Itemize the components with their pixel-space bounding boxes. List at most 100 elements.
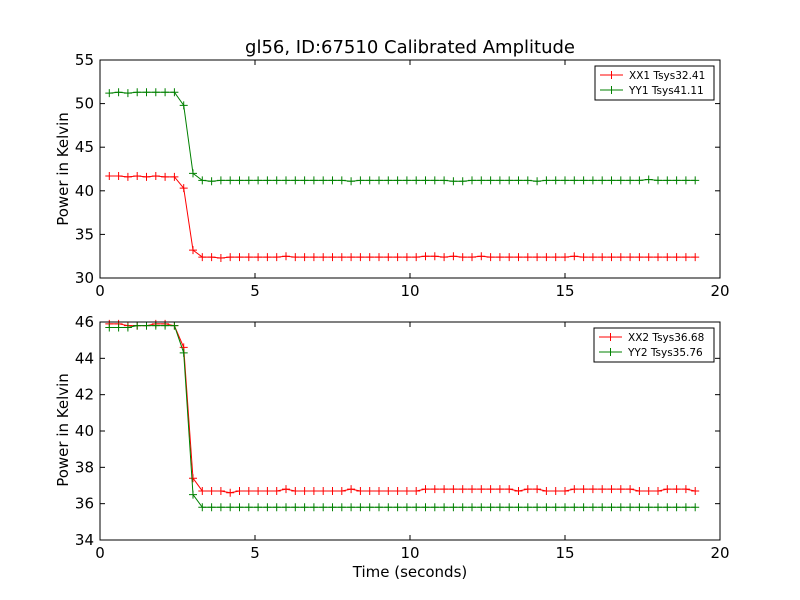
series-line-yy1	[109, 91, 696, 182]
data-point-marker	[449, 177, 458, 186]
data-point-marker	[216, 176, 225, 185]
data-point-marker	[598, 253, 607, 262]
data-point-marker	[505, 176, 514, 185]
data-point-marker	[430, 503, 439, 512]
data-point-marker	[663, 485, 672, 494]
data-point-marker	[663, 503, 672, 512]
data-point-marker	[393, 503, 402, 512]
data-point-marker	[375, 503, 383, 512]
data-point-marker	[495, 176, 504, 185]
data-point-marker	[607, 503, 616, 512]
data-point-marker	[365, 253, 374, 262]
y-tick-label: 55	[75, 51, 94, 69]
data-point-marker	[486, 503, 495, 512]
data-point-marker	[226, 488, 235, 497]
data-point-marker	[635, 503, 644, 512]
data-point-marker	[161, 172, 170, 181]
data-point-marker	[151, 88, 160, 97]
data-point-marker	[319, 176, 328, 185]
data-point-marker	[328, 503, 337, 512]
data-point-marker	[244, 503, 253, 512]
data-point-marker	[328, 486, 337, 495]
data-point-marker	[216, 486, 225, 495]
data-point-marker	[105, 89, 114, 98]
data-point-marker	[644, 175, 653, 184]
data-point-marker	[412, 176, 421, 185]
data-point-marker	[272, 486, 281, 495]
data-point-marker	[356, 176, 365, 185]
data-point-marker	[458, 253, 467, 262]
data-point-marker	[505, 253, 514, 262]
data-point-marker	[337, 503, 346, 512]
data-point-marker	[626, 253, 635, 262]
data-point-marker	[384, 253, 393, 262]
data-point-marker	[570, 485, 579, 494]
data-point-marker	[263, 503, 272, 512]
data-point-marker	[430, 485, 439, 494]
y-tick-label: 40	[75, 422, 94, 440]
bottom-series-group	[105, 319, 700, 512]
data-point-marker	[309, 486, 318, 495]
data-point-marker	[254, 176, 263, 185]
data-point-marker	[607, 485, 616, 494]
data-point-marker	[533, 177, 542, 186]
data-point-marker	[282, 485, 290, 494]
data-point-marker	[151, 321, 160, 330]
data-point-marker	[402, 486, 411, 495]
data-point-marker	[402, 503, 411, 512]
data-point-marker	[505, 503, 514, 512]
data-point-marker	[207, 177, 216, 186]
data-point-marker	[626, 176, 635, 185]
data-point-marker	[514, 253, 523, 262]
data-point-marker	[337, 486, 346, 495]
data-point-marker	[616, 253, 625, 262]
data-point-marker	[635, 486, 644, 495]
data-point-marker	[309, 253, 318, 262]
data-point-marker	[375, 486, 383, 495]
data-point-marker	[198, 176, 207, 185]
data-point-marker	[644, 253, 653, 262]
data-point-marker	[468, 253, 476, 262]
top-y-axis-label: Power in Kelvin	[54, 112, 72, 226]
data-point-marker	[421, 252, 430, 261]
data-point-marker	[263, 486, 272, 495]
data-point-marker	[458, 177, 467, 186]
data-point-marker	[216, 253, 225, 262]
data-point-marker	[393, 486, 402, 495]
data-point-marker	[542, 503, 551, 512]
data-point-marker	[365, 503, 374, 512]
data-point-marker	[598, 485, 607, 494]
y-tick-label: 38	[75, 458, 94, 476]
data-point-marker	[244, 486, 253, 495]
data-point-marker	[635, 253, 644, 262]
data-point-marker	[607, 253, 616, 262]
data-point-marker	[523, 503, 532, 512]
data-point-marker	[114, 88, 123, 97]
data-point-marker	[133, 171, 142, 180]
data-point-marker	[458, 485, 467, 494]
data-point-marker	[598, 503, 607, 512]
data-point-marker	[328, 176, 337, 185]
data-point-marker	[300, 253, 309, 262]
data-point-marker	[133, 88, 142, 97]
x-tick-label: 10	[400, 282, 419, 300]
legend-label: YY1 Tsys41.11	[628, 85, 704, 97]
data-point-marker	[375, 253, 383, 262]
bottom-y-axis-label: Power in Kelvin	[54, 373, 72, 487]
data-point-marker	[644, 503, 653, 512]
data-point-marker	[626, 485, 635, 494]
data-point-marker	[105, 323, 114, 332]
legend-marker	[607, 86, 616, 94]
data-point-marker	[551, 503, 560, 512]
data-point-marker	[458, 503, 467, 512]
data-point-marker	[486, 253, 495, 262]
data-point-marker	[440, 253, 449, 262]
data-point-marker	[588, 485, 597, 494]
data-point-marker	[551, 486, 560, 495]
data-point-marker	[598, 176, 607, 185]
data-point-marker	[514, 176, 523, 185]
data-point-marker	[691, 253, 700, 262]
data-point-marker	[681, 485, 690, 494]
data-point-marker	[542, 253, 551, 262]
series-line-xx2	[109, 323, 696, 494]
